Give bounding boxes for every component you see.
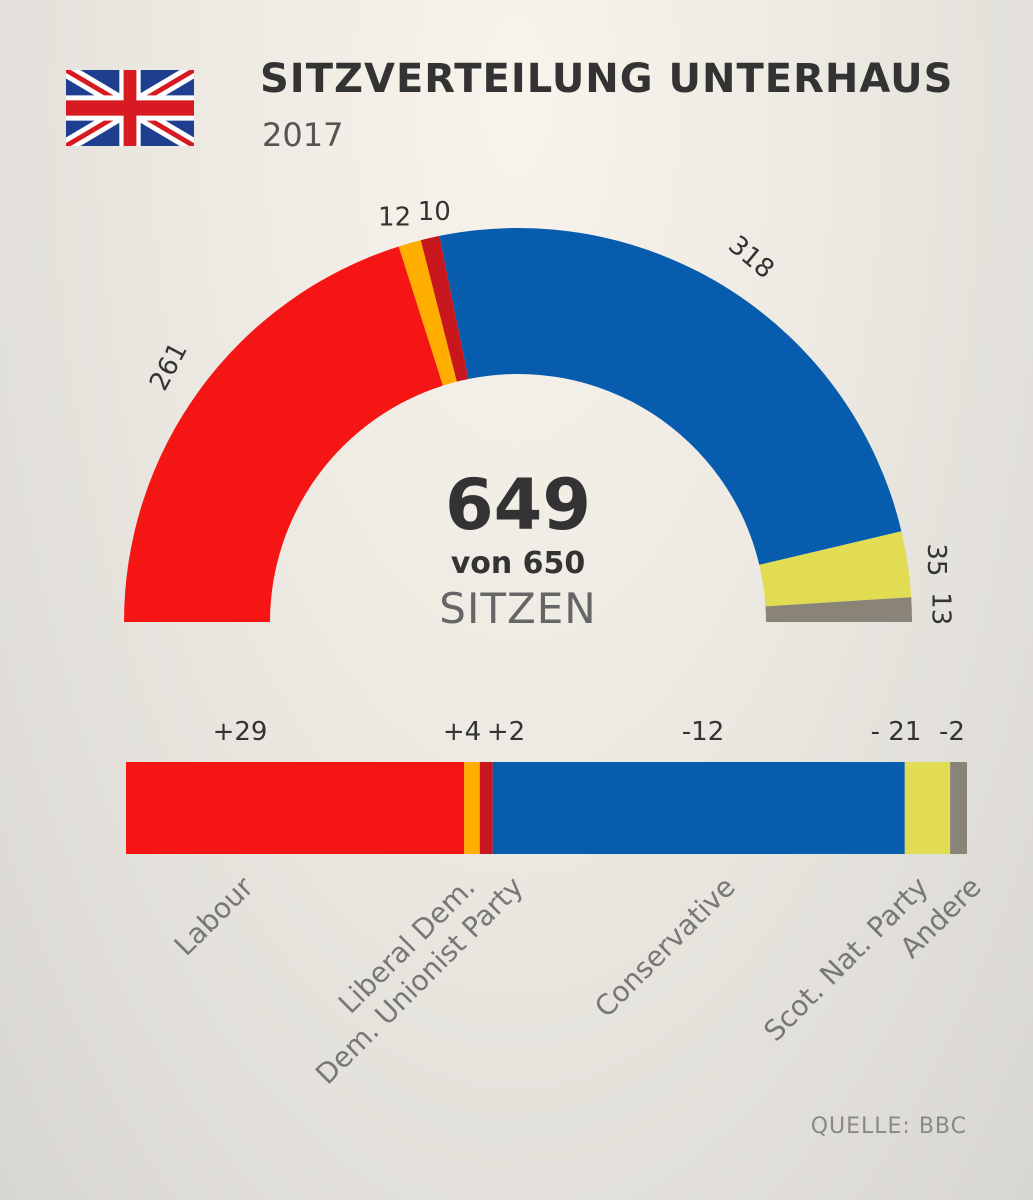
arc-segment-dem-unionist-party <box>420 235 469 382</box>
bar-segment-labour <box>126 762 465 854</box>
chart-subtitle-year: 2017 <box>262 116 344 154</box>
chart-title: SITZVERTEILUNG UNTERHAUS <box>260 56 954 102</box>
change-label-scot-nat-party: - 21 <box>871 717 922 747</box>
arc-value-label-labour: 261 <box>144 338 194 396</box>
semicircle-layer: 261 12 10 318 35 13 <box>124 197 955 625</box>
arc-value-label-conservative: 318 <box>722 230 779 285</box>
arc-segment-conservative <box>439 228 902 565</box>
change-label-dem-unionist-party: +2 <box>487 717 525 747</box>
change-label-liberal-dem: +4 <box>443 717 481 747</box>
union-jack-flag-icon <box>66 70 194 146</box>
change-label-conservative: -12 <box>682 717 724 747</box>
bar-segment-conservative <box>492 762 905 854</box>
change-label-andere: -2 <box>939 717 965 747</box>
arc-segment-labour <box>124 246 443 623</box>
center-seat-total: 649 <box>444 464 592 546</box>
bar-segment-dem-unionist-party <box>479 762 493 854</box>
bar-segment-scot-nat-party <box>904 762 951 854</box>
arc-segment-scot-nat-party <box>759 531 912 607</box>
bar-segment-andere <box>950 762 967 854</box>
arc-segment-andere <box>765 597 912 622</box>
arc-value-label-scot-nat-party: 35 <box>921 543 951 576</box>
arc-value-label-dem-unionist-party: 10 <box>418 197 451 227</box>
arc-segment-liberal-dem <box>398 240 457 386</box>
category-label-dem-unionist-party: Dem. Unionist Party <box>309 870 530 1091</box>
category-label-labour: Labour <box>168 870 260 962</box>
arc-value-label-liberal-dem: 12 <box>378 203 411 233</box>
center-unit-label: SITZEN <box>439 584 597 633</box>
center-of-total-label: von 650 <box>450 546 586 581</box>
bar-segment-liberal-dem <box>464 762 480 854</box>
arc-value-label-andere: 13 <box>925 592 955 625</box>
category-label-scot-nat-party: Scot. Nat. Party <box>757 870 934 1047</box>
change-label-labour: +29 <box>213 717 268 747</box>
category-label-conservative: Conservative <box>588 870 741 1023</box>
source-note: QUELLE: BBC <box>810 1114 967 1139</box>
